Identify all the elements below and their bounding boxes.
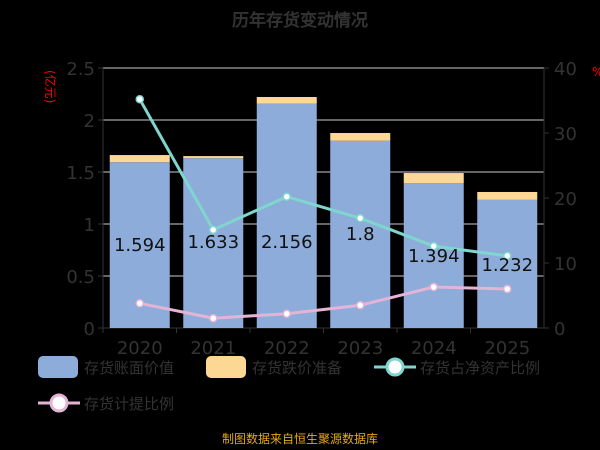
bar-0	[477, 199, 538, 328]
y-tick-label: 0	[84, 319, 95, 340]
bar-data-label: 1.594	[114, 235, 166, 256]
line-series-2	[138, 98, 508, 258]
bar-data-label: 2.156	[261, 232, 313, 253]
bar-0	[403, 183, 464, 328]
y-tick-label: 2.5	[66, 59, 95, 80]
bar-0	[256, 103, 317, 328]
legend-line-icon	[374, 357, 416, 377]
legend-swatch	[38, 356, 78, 378]
source-footer: 制图数据来自恒生聚源数据库	[221, 432, 378, 446]
chart-title: 历年存货变动情况	[232, 11, 368, 31]
y2-tick-label: 10	[554, 254, 577, 275]
bar-data-label: 1.394	[408, 246, 460, 267]
bar-1	[330, 133, 391, 141]
line-point	[503, 251, 512, 261]
legend-label: 存货计提比例	[84, 394, 175, 413]
legend-item-1[interactable]: 存货跌价准备	[206, 356, 342, 378]
bar-1	[109, 155, 170, 163]
line-point	[429, 282, 438, 292]
bar-1	[183, 156, 244, 159]
line-series-3	[139, 285, 508, 320]
y2-axis-label: %	[592, 65, 600, 79]
bar-data-label: 1.633	[187, 232, 239, 253]
legend-item-3[interactable]: 存货计提比例	[38, 392, 174, 414]
x-tick-label: 2024	[411, 338, 457, 359]
legend-swatch	[206, 356, 246, 378]
y2-tick-label: 30	[554, 124, 577, 145]
bar-1	[403, 173, 464, 184]
line-point	[209, 225, 218, 235]
bar-1	[477, 191, 538, 200]
x-tick-label: 2022	[264, 338, 310, 359]
legend-line-icon	[38, 393, 80, 413]
y2-tick-label: 40	[554, 59, 577, 80]
line-point	[209, 314, 218, 323]
line-point	[282, 309, 291, 318]
legend-item-2[interactable]: 存货占净资产比例	[374, 356, 540, 378]
y2-tick-label: 0	[554, 319, 565, 340]
bar-data-label: 1.8	[346, 224, 375, 245]
x-tick-label: 2023	[337, 338, 383, 359]
y-axis-label: (亿元)	[43, 70, 58, 103]
legend-item-0[interactable]: 存货账面价值	[38, 356, 174, 378]
bar-1	[256, 97, 317, 104]
line-point	[356, 301, 365, 310]
line-point	[135, 299, 144, 308]
line-point	[503, 284, 512, 294]
line-point	[282, 192, 291, 201]
line-point	[135, 94, 144, 104]
x-tick-label: 2025	[484, 338, 530, 359]
line-point	[356, 213, 365, 223]
y-tick-label: 0.5	[66, 267, 95, 288]
y-tick-label: 1	[84, 215, 95, 236]
x-tick-label: 2021	[190, 338, 236, 359]
legend-label: 存货账面价值	[84, 358, 175, 377]
bar-0	[183, 158, 244, 328]
x-tick-label: 2020	[117, 338, 163, 359]
legend-label: 存货占净资产比例	[420, 358, 541, 377]
y-tick-label: 1.5	[66, 163, 95, 184]
bar-data-label: 1.232	[481, 255, 533, 276]
y-tick-label: 2	[84, 111, 95, 132]
y2-tick-label: 20	[554, 189, 577, 210]
legend-label: 存货跌价准备	[252, 358, 343, 377]
line-point	[429, 241, 438, 251]
bar-0	[330, 140, 391, 328]
